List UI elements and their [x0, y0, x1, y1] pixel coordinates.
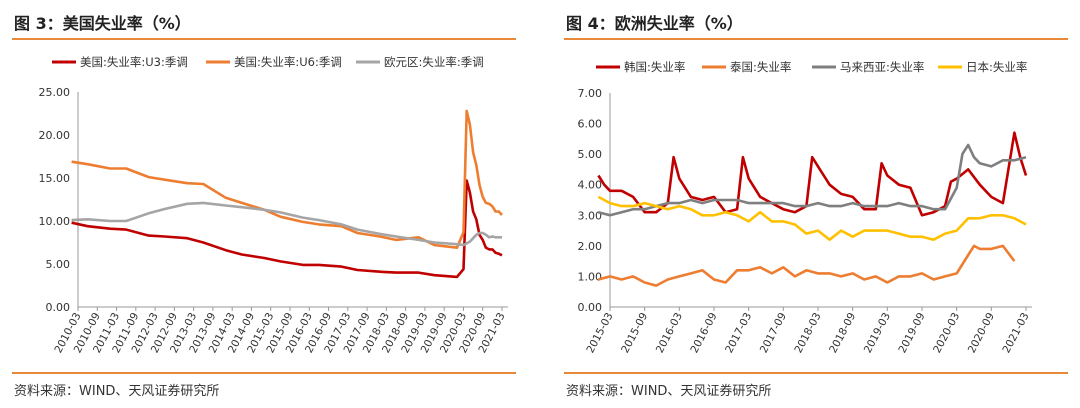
y-tick-label: 2.00 [578, 240, 603, 253]
x-tick-label: 2017-03 [723, 311, 754, 355]
y-tick-label: 15.00 [39, 172, 71, 185]
legend-label-0: 美国:失业率:U3:季调 [80, 55, 188, 69]
series-line-2 [598, 143, 1027, 217]
y-tick-label: 25.00 [39, 86, 71, 99]
x-tick-label: 2015-03 [584, 311, 615, 355]
x-tick-label: 2020-09 [966, 311, 997, 355]
y-tick-label: 5.00 [46, 258, 71, 271]
y-tick-label: 6.00 [578, 118, 603, 131]
x-tick-label: 2019-03 [862, 311, 893, 355]
x-tick-label: 2021-03 [1000, 311, 1031, 355]
x-tick-label: 2019-09 [896, 311, 927, 355]
series-line-0 [597, 131, 1028, 217]
x-tick-label: 2020-03 [931, 311, 962, 355]
series-line-0 [71, 179, 503, 279]
us-unemployment-panel: 图 3：美国失业率（%） 0.00 5.00 10.00 15.00 20.00 25.0… [0, 0, 528, 408]
x-tick-label: 2016-03 [654, 311, 685, 355]
x-tick-label: 2018-09 [827, 311, 858, 355]
legend-label-0: 韩国:失业率 [624, 60, 685, 74]
legend-label-1: 美国:失业率:U6:季调 [234, 55, 342, 69]
series-line-1 [598, 244, 1016, 287]
legend-label-2: 马来西亚:失业率 [840, 60, 924, 74]
x-tick-label: 2017-09 [758, 311, 789, 355]
y-tick-label: 7.00 [578, 87, 603, 100]
source-note: 资料来源：WIND、天风证券研究所 [14, 384, 220, 399]
bottom-rule [12, 372, 516, 374]
series-line-3 [597, 195, 1027, 241]
legend-label-1: 泰国:失业率 [730, 60, 791, 74]
y-tick-label: 10.00 [39, 215, 71, 228]
legend-label-3: 日本:失业率 [966, 60, 1027, 74]
y-tick-label: 5.00 [578, 148, 603, 161]
y-tick-label: 4.00 [578, 179, 603, 192]
legend-label-2: 欧元区:失业率:季调 [384, 55, 484, 69]
figure-title: 图 3：美国失业率（%） [14, 14, 191, 33]
bottom-rule [564, 372, 1068, 374]
x-tick-label: 2015-09 [619, 311, 650, 355]
y-tick-label: 1.00 [578, 270, 603, 283]
x-tick-label: 2018-03 [792, 311, 823, 355]
y-tick-label: 0.00 [46, 301, 71, 314]
title-rule [12, 38, 516, 40]
title-rule [564, 38, 1068, 40]
eu-unemployment-panel: 图 4：欧洲失业率（%） 0.00 1.00 2.00 3.00 4.00 5.00 6.0… [552, 0, 1080, 408]
y-tick-label: 3.00 [578, 209, 603, 222]
y-tick-label: 20.00 [39, 129, 71, 142]
series-line-2 [71, 201, 502, 247]
us-unemployment-chart: 0.005.0010.0015.0020.0025.002010-032010-… [39, 55, 508, 355]
source-note: 资料来源：WIND、天风证券研究所 [566, 384, 772, 399]
x-tick-label: 2016-09 [688, 311, 719, 355]
figure-title: 图 4：欧洲失业率（%） [566, 14, 743, 33]
series-line-1 [71, 109, 503, 249]
y-tick-label: 0.00 [578, 301, 603, 314]
